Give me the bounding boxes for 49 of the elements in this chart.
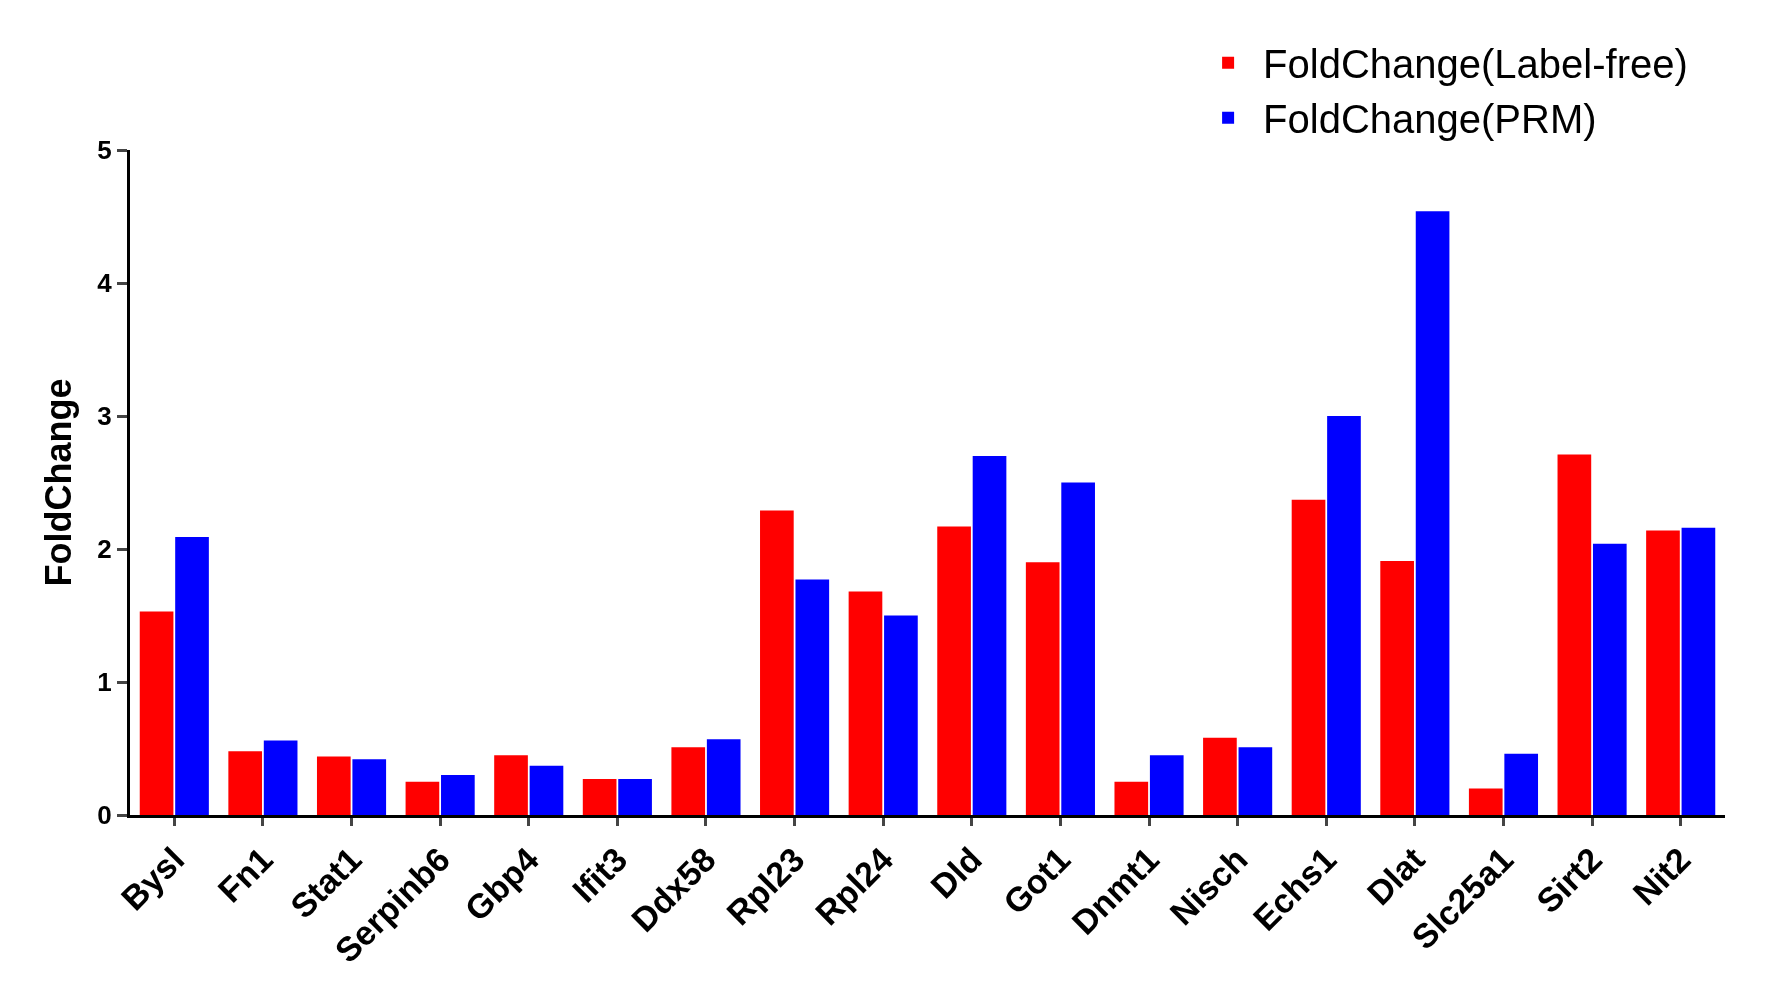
bar bbox=[848, 591, 883, 815]
y-tick-label: 0 bbox=[97, 800, 112, 831]
bar bbox=[1025, 562, 1060, 815]
bar bbox=[1114, 781, 1149, 815]
bar bbox=[405, 781, 440, 815]
x-tick-label: Fn1 bbox=[210, 839, 280, 910]
x-tick-label: Nit2 bbox=[1625, 839, 1698, 913]
bar bbox=[1681, 527, 1716, 815]
y-tick-label: 3 bbox=[97, 401, 112, 432]
bar bbox=[706, 739, 741, 815]
legend-label: FoldChange(Label-free) bbox=[1263, 42, 1688, 87]
bar bbox=[139, 611, 174, 815]
bar bbox=[1646, 530, 1680, 815]
bar bbox=[582, 779, 617, 815]
bar bbox=[1592, 543, 1627, 815]
bar bbox=[441, 775, 475, 815]
bar bbox=[228, 751, 263, 815]
bar bbox=[1291, 499, 1326, 815]
bar bbox=[795, 579, 830, 815]
bar bbox=[884, 615, 918, 815]
bar bbox=[263, 740, 298, 815]
y-tick-label: 1 bbox=[97, 667, 112, 698]
bar bbox=[1327, 416, 1361, 815]
bar bbox=[1415, 211, 1450, 815]
bar bbox=[972, 455, 1007, 815]
x-tick-label: Dld bbox=[923, 839, 989, 906]
bar bbox=[494, 755, 528, 815]
y-tick-label: 2 bbox=[97, 534, 112, 565]
bar bbox=[760, 510, 794, 815]
bar bbox=[1557, 454, 1592, 815]
bar bbox=[1149, 755, 1184, 815]
bar bbox=[1061, 482, 1095, 815]
y-tick-label: 5 bbox=[97, 135, 112, 166]
bar bbox=[175, 537, 209, 815]
bar bbox=[1238, 747, 1273, 815]
bar bbox=[529, 765, 564, 815]
y-tick-label: 4 bbox=[97, 268, 113, 299]
bar bbox=[1468, 788, 1503, 815]
legend-label: FoldChange(PRM) bbox=[1263, 97, 1597, 142]
bar bbox=[352, 759, 387, 815]
x-tick-label: Ifit3 bbox=[564, 839, 635, 910]
y-axis-title: FoldChange bbox=[38, 378, 80, 587]
bar bbox=[316, 756, 351, 815]
bar bbox=[1203, 737, 1237, 815]
bar bbox=[671, 747, 706, 815]
bar bbox=[1504, 753, 1539, 815]
bar bbox=[937, 526, 971, 815]
bar bbox=[618, 779, 652, 815]
bar bbox=[1380, 560, 1414, 815]
